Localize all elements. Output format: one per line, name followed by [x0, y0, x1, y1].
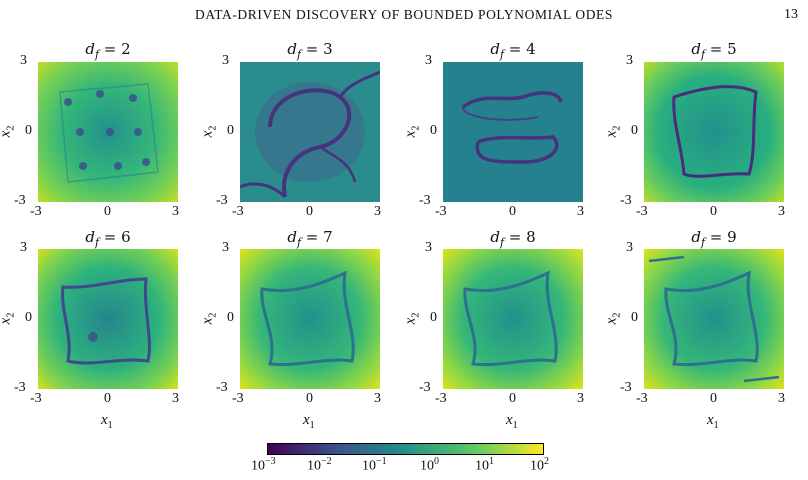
x-axis-label: x1 [101, 412, 113, 431]
y-tick-top: 3 [20, 240, 27, 255]
x-tick-left: -3 [435, 391, 447, 406]
running-title: DATA-DRIVEN DISCOVERY OF BOUNDED POLYNOM… [195, 7, 613, 22]
heatmap-panel-3 [443, 62, 583, 202]
panel-title-5: df = 6 [85, 228, 131, 249]
x-tick-mid: 0 [509, 204, 516, 219]
x-tick-mid: 0 [104, 204, 111, 219]
x-tick-left: -3 [636, 391, 648, 406]
heatmap-panel-1 [38, 62, 178, 202]
y-tick-mid: 0 [227, 123, 234, 138]
colorbar [267, 443, 544, 455]
x-axis-label: x1 [303, 412, 315, 431]
colorbar-label: 102 [530, 456, 549, 474]
y-tick-mid: 0 [430, 310, 437, 325]
y-tick-bottom: -3 [419, 193, 431, 208]
y-axis-label: x2 [0, 125, 17, 138]
x-tick-right: 3 [374, 204, 381, 219]
y-axis-label: x2 [402, 125, 422, 138]
panel-title-6: df = 7 [287, 228, 333, 249]
x-tick-mid: 0 [306, 391, 313, 406]
panel-title-7: df = 8 [490, 228, 536, 249]
x-tick-left: -3 [435, 204, 447, 219]
page-header: DATA-DRIVEN DISCOVERY OF BOUNDED POLYNOM… [0, 7, 808, 27]
y-tick-top: 3 [222, 240, 229, 255]
y-tick-bottom: -3 [620, 193, 632, 208]
heatmap-panel-4 [644, 62, 784, 202]
x-tick-right: 3 [374, 391, 381, 406]
y-axis-label: x2 [199, 125, 219, 138]
y-tick-top: 3 [425, 240, 432, 255]
y-tick-bottom: -3 [14, 380, 26, 395]
y-tick-mid: 0 [25, 310, 32, 325]
x-tick-right: 3 [172, 391, 179, 406]
panel-title-1: df = 2 [85, 40, 131, 61]
x-axis-label: x1 [506, 412, 518, 431]
y-tick-mid: 0 [631, 310, 638, 325]
y-tick-top: 3 [20, 53, 27, 68]
panel-title-4: df = 5 [691, 40, 737, 61]
colorbar-label: 10−3 [251, 456, 276, 474]
x-tick-mid: 0 [104, 391, 111, 406]
heatmap-panel-7 [443, 249, 583, 389]
colorbar-label: 100 [420, 456, 439, 474]
panel-title-2: df = 3 [287, 40, 333, 61]
colorbar-label: 10−1 [362, 456, 387, 474]
y-tick-mid: 0 [631, 123, 638, 138]
x-axis-label: x1 [707, 412, 719, 431]
x-tick-left: -3 [232, 204, 244, 219]
panel-title-3: df = 4 [490, 40, 536, 61]
y-axis-label: x2 [199, 312, 219, 325]
y-tick-top: 3 [626, 53, 633, 68]
y-axis-label: x2 [402, 312, 422, 325]
x-tick-mid: 0 [509, 391, 516, 406]
page-number: 13 [784, 7, 798, 22]
y-tick-bottom: -3 [620, 380, 632, 395]
y-tick-mid: 0 [25, 123, 32, 138]
x-tick-right: 3 [778, 204, 785, 219]
x-tick-left: -3 [30, 391, 42, 406]
x-tick-right: 3 [577, 204, 584, 219]
x-tick-right: 3 [577, 391, 584, 406]
heatmap-panel-5 [38, 249, 178, 389]
x-tick-right: 3 [172, 204, 179, 219]
y-tick-top: 3 [222, 53, 229, 68]
x-tick-left: -3 [636, 204, 648, 219]
panel-title-8: df = 9 [691, 228, 737, 249]
heatmap-panel-2 [240, 62, 380, 202]
y-tick-bottom: -3 [14, 193, 26, 208]
y-tick-mid: 0 [430, 123, 437, 138]
colorbar-label: 10−2 [307, 456, 332, 474]
y-tick-mid: 0 [227, 310, 234, 325]
y-tick-bottom: -3 [216, 193, 228, 208]
x-tick-mid: 0 [710, 204, 717, 219]
y-tick-bottom: -3 [419, 380, 431, 395]
heatmap-panel-8 [644, 249, 784, 389]
heatmap-panel-6 [240, 249, 380, 389]
x-tick-mid: 0 [306, 204, 313, 219]
y-axis-label: x2 [603, 125, 623, 138]
y-axis-label: x2 [603, 312, 623, 325]
x-tick-mid: 0 [710, 391, 717, 406]
colorbar-label: 101 [475, 456, 494, 474]
y-axis-label: x2 [0, 312, 17, 325]
x-tick-right: 3 [778, 391, 785, 406]
y-tick-top: 3 [626, 240, 633, 255]
y-tick-top: 3 [425, 53, 432, 68]
x-tick-left: -3 [30, 204, 42, 219]
x-tick-left: -3 [232, 391, 244, 406]
y-tick-bottom: -3 [216, 380, 228, 395]
